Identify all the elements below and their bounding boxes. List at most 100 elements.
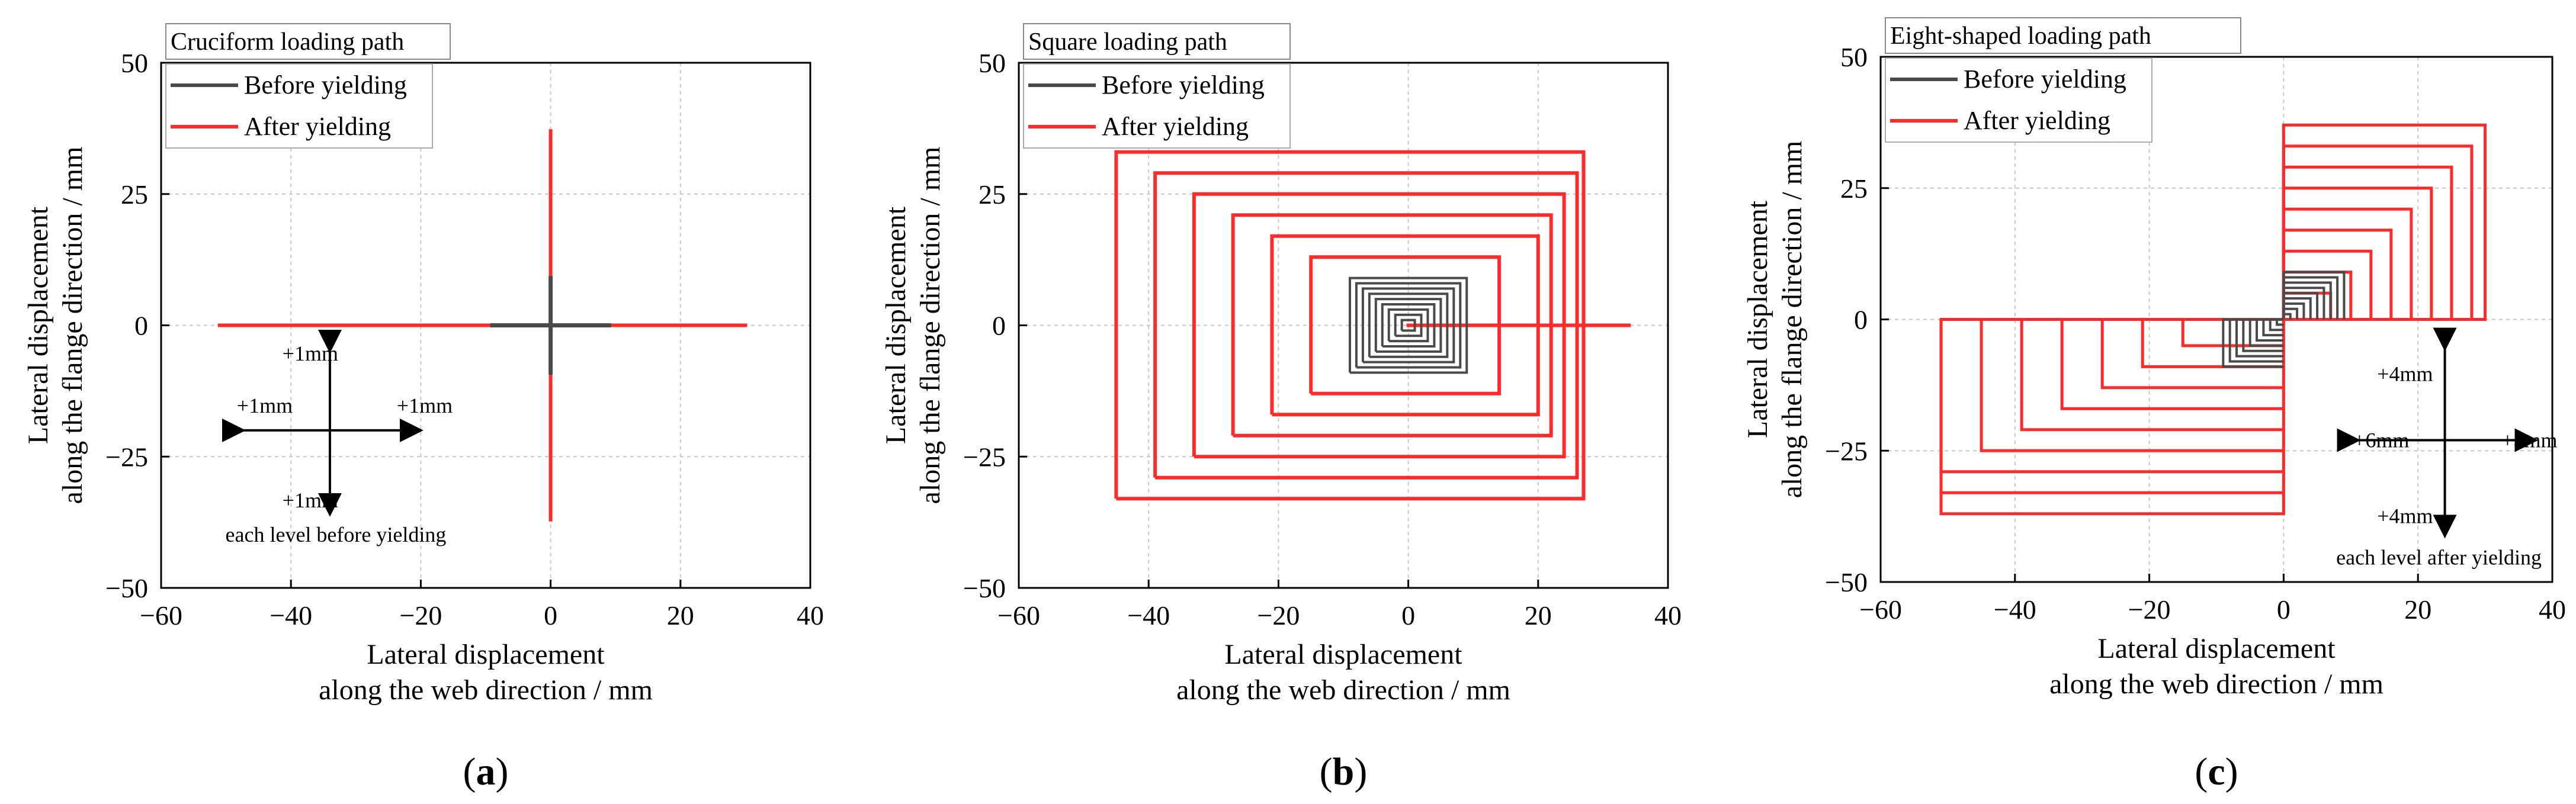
before-yielding-loop xyxy=(2282,292,2319,320)
panel-caption: (b) xyxy=(1320,750,1368,793)
y-tick-label: 0 xyxy=(992,311,1006,341)
legend-title: Cruciform loading path xyxy=(171,28,404,56)
x-tick-label: 0 xyxy=(544,600,557,631)
after-yielding-loop xyxy=(1153,171,1579,480)
before-yielding-loop xyxy=(1361,287,1455,364)
annotation-left: +1mm xyxy=(237,394,293,417)
plot-area xyxy=(1939,123,2487,516)
legend-title-box xyxy=(165,23,451,60)
before-yielding-loop xyxy=(2282,271,2346,320)
x-tick-label: −20 xyxy=(399,600,442,631)
loading-increment-annotation: +4mm +6mm +3mm +4mm each level after yie… xyxy=(2336,327,2558,570)
annotation-right: +1mm xyxy=(397,394,453,417)
y-axis-label-line2: along the flange direction / mm xyxy=(57,147,88,504)
x-tick-label: −60 xyxy=(997,600,1040,631)
before-yielding-loop xyxy=(2222,318,2284,368)
caption-open: ( xyxy=(2195,750,2208,793)
y-tick-label: 0 xyxy=(134,311,148,341)
plot-area xyxy=(217,129,748,522)
plot-area xyxy=(1114,150,1631,501)
after-yielding-loop xyxy=(1192,192,1566,459)
annotation-note: each level after yielding xyxy=(2336,546,2542,570)
y-tick-label: 25 xyxy=(1840,173,1868,204)
y-tick-label: −25 xyxy=(105,442,148,472)
after-yielding-loop xyxy=(1309,255,1502,395)
y-axis-label-line1: Lateral displacement xyxy=(23,206,54,444)
x-axis-label-line1: Lateral displacement xyxy=(367,639,605,670)
axis-ticks: −60 −40 −20 0 20 40 −50 −25 0 25 50 xyxy=(963,48,1682,631)
y-tick-label: −50 xyxy=(1825,567,1868,597)
before-yielding-loop xyxy=(1355,282,1462,369)
before-yielding-loop xyxy=(1400,319,1416,332)
x-axis-label-line2: along the web direction / mm xyxy=(319,674,653,706)
panel-c: −60 −40 −20 0 20 40 −50 −25 0 25 50 Eight-shaped l… xyxy=(1742,17,2566,793)
before-yielding-loop xyxy=(1374,298,1442,353)
legend: Cruciform loading path Before yielding A… xyxy=(165,23,451,149)
legend-box xyxy=(165,63,433,149)
after-yielding-loop xyxy=(1231,213,1553,438)
annotation-down: +1mm xyxy=(283,488,338,512)
before-yielding-loop xyxy=(2282,302,2305,320)
caption-letter: a xyxy=(476,750,496,793)
after-yielding-loop xyxy=(1114,150,1586,501)
y-tick-label: 50 xyxy=(121,48,148,78)
legend-label-after-yielding: After yielding xyxy=(1964,106,2110,135)
y-tick-label: −50 xyxy=(963,573,1006,603)
caption-close: ) xyxy=(2225,750,2238,793)
x-tick-label: 0 xyxy=(2277,594,2291,625)
annotation-right: +3mm xyxy=(2501,429,2557,452)
before-yielding-loop xyxy=(1387,308,1429,343)
axis-ticks: −60 −40 −20 0 20 40 −50 −25 0 25 50 xyxy=(1825,42,2566,625)
legend: Eight-shaped loading path Before yieldin… xyxy=(1885,17,2241,143)
x-tick-label: −60 xyxy=(1859,594,1902,625)
y-tick-label: −25 xyxy=(1825,436,1868,466)
before-yielding-loop xyxy=(2248,318,2284,347)
x-tick-label: −40 xyxy=(270,600,312,631)
panel-caption: (a) xyxy=(463,750,509,793)
x-tick-label: 20 xyxy=(1525,600,1552,631)
y-tick-label: −25 xyxy=(963,442,1006,472)
x-tick-label: 40 xyxy=(2539,594,2566,625)
caption-letter: b xyxy=(1333,750,1355,793)
before-yielding-loop xyxy=(2262,318,2284,337)
before-yielding-loop xyxy=(1368,292,1449,358)
x-axis-label-line2: along the web direction / mm xyxy=(1176,674,1510,706)
y-axis-label-line2: along the flange direction / mm xyxy=(1776,141,1808,499)
legend-title-box xyxy=(1023,23,1291,60)
x-tick-label: 40 xyxy=(1654,600,1682,631)
legend-label-after-yielding: After yielding xyxy=(244,112,391,141)
x-tick-label: 20 xyxy=(2404,594,2431,625)
legend-title-box xyxy=(1885,17,2241,54)
legend-label-after-yielding: After yielding xyxy=(1102,112,1249,141)
caption-close: ) xyxy=(496,750,509,793)
before-yielding-loop xyxy=(1394,313,1423,337)
panel-a: −60 −40 −20 0 20 40 −50 −25 0 25 50 Cruciform load… xyxy=(23,23,824,793)
y-tick-label: 0 xyxy=(1854,305,1868,335)
annotation-up: +4mm xyxy=(2377,362,2433,386)
x-tick-label: −40 xyxy=(1127,600,1170,631)
x-tick-label: 40 xyxy=(797,600,824,631)
after-yielding-loop xyxy=(2282,165,2453,320)
y-tick-label: 25 xyxy=(121,179,148,210)
y-tick-label: −50 xyxy=(105,573,148,603)
axis-ticks: −60 −40 −20 0 20 40 −50 −25 0 25 50 xyxy=(105,48,824,631)
panel-caption: (c) xyxy=(2195,750,2238,793)
annotation-left: +6mm xyxy=(2353,429,2409,452)
legend-title: Eight-shaped loading path xyxy=(1890,22,2151,50)
y-axis-label-line1: Lateral displacement xyxy=(1742,200,1773,438)
caption-close: ) xyxy=(1354,750,1367,793)
legend-label-before-yielding: Before yielding xyxy=(244,70,407,99)
x-tick-label: 20 xyxy=(667,600,694,631)
legend-label-before-yielding: Before yielding xyxy=(1102,70,1265,99)
y-tick-label: 25 xyxy=(979,179,1006,210)
y-axis-label-line2: along the flange direction / mm xyxy=(915,147,946,504)
annotation-note: each level before yielding xyxy=(226,523,447,546)
x-axis-label-line1: Lateral displacement xyxy=(1224,639,1462,670)
after-yielding-loop xyxy=(1939,318,2284,474)
panel-b: −60 −40 −20 0 20 40 −50 −25 0 25 50 Square loading… xyxy=(880,23,1682,793)
x-axis-label-line2: along the web direction / mm xyxy=(2049,668,2383,700)
loading-increment-annotation: +1mm +1mm +1mm +1mm each level before yi… xyxy=(222,329,453,546)
legend: Square loading path Before yielding Afte… xyxy=(1023,23,1291,149)
caption-open: ( xyxy=(1320,750,1333,793)
